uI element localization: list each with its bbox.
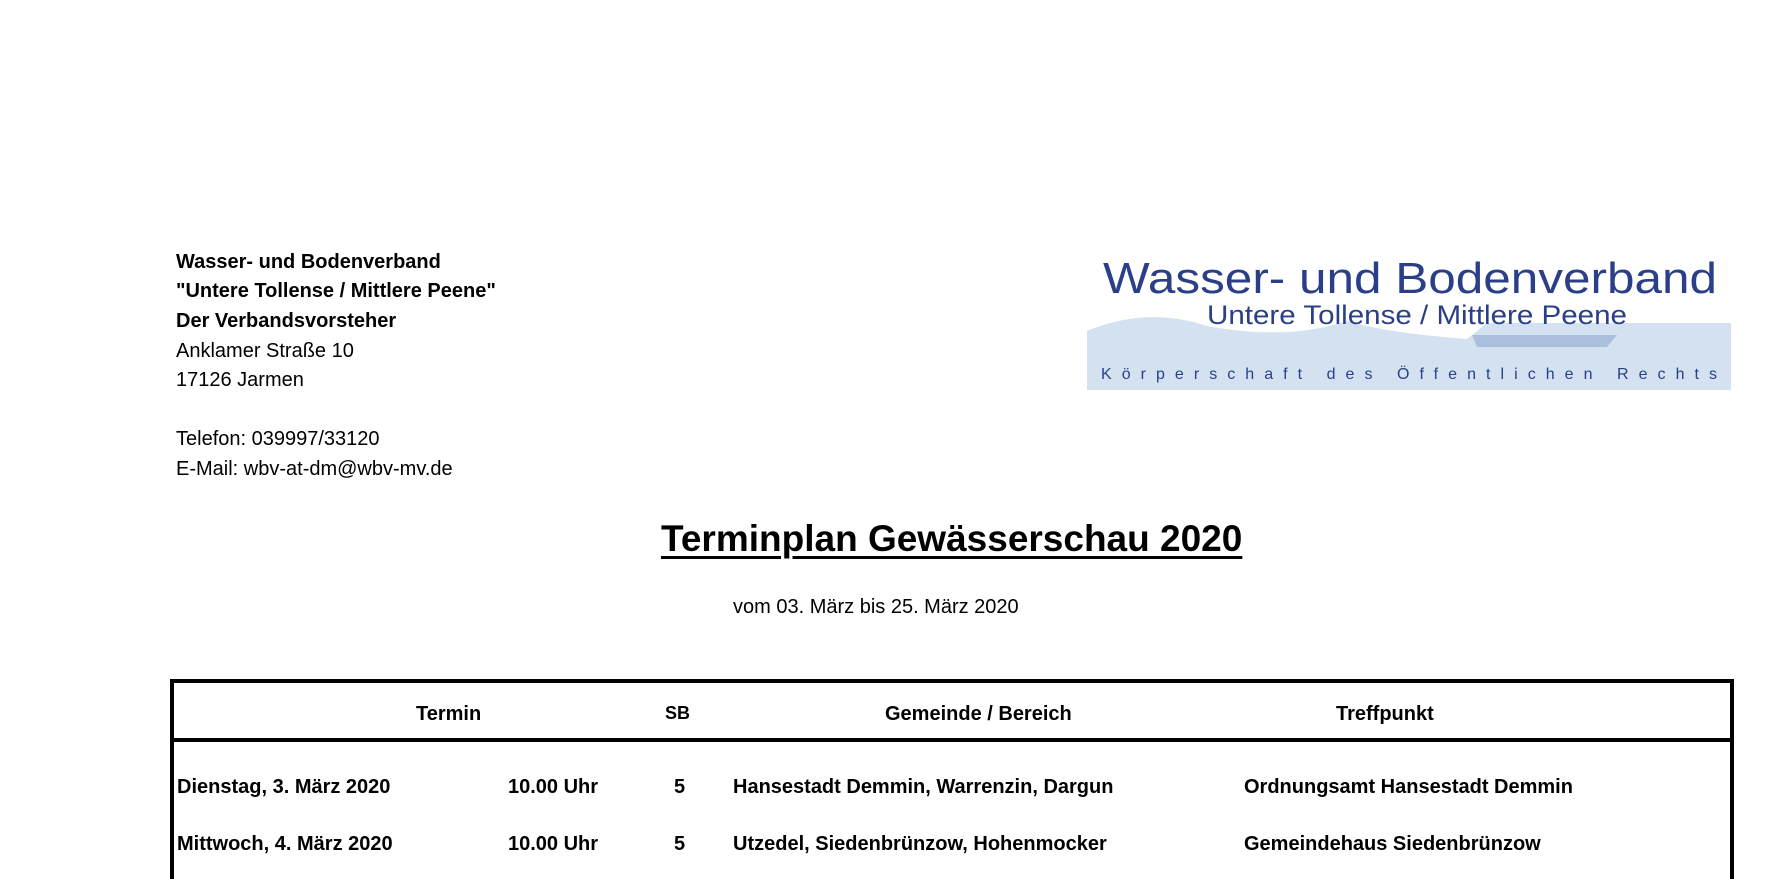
sender-phone: Telefon: 039997/33120 bbox=[176, 428, 380, 450]
row-gemeinde: Hansestadt Demmin, Warrenzin, Dargun bbox=[733, 776, 1114, 798]
schedule-table: Termin SB Gemeinde / Bereich Treffpunkt … bbox=[170, 679, 1734, 879]
sender-subname: "Untere Tollense / Mittlere Peene" bbox=[176, 280, 496, 302]
row-treffpunkt: Ordnungsamt Hansestadt Demmin bbox=[1244, 776, 1573, 798]
document-subtitle: vom 03. März bis 25. März 2020 bbox=[733, 596, 1019, 618]
row-sb: 5 bbox=[674, 833, 686, 855]
logo-tagline: Körperschaft des Öffentlichen Rechts bbox=[1101, 365, 1717, 383]
organization-logo: Wasser- und Bodenverband Untere Tollense… bbox=[1087, 254, 1731, 390]
sender-street: Anklamer Straße 10 bbox=[176, 340, 354, 362]
row-treffpunkt: Gemeindehaus Siedenbrünzow bbox=[1244, 833, 1541, 855]
sender-role: Der Verbandsvorsteher bbox=[176, 310, 397, 332]
sender-email: E-Mail: wbv-at-dm@wbv-mv.de bbox=[176, 458, 453, 480]
header-divider bbox=[174, 738, 1730, 742]
document-title: Terminplan Gewässerschau 2020 bbox=[661, 518, 1243, 559]
row-gemeinde: Utzedel, Siedenbrünzow, Hohenmocker bbox=[733, 833, 1107, 855]
header-termin: Termin bbox=[416, 703, 482, 725]
row-time: 10.00 Uhr bbox=[508, 776, 599, 798]
row-time: 10.00 Uhr bbox=[508, 833, 599, 855]
row-sb: 5 bbox=[674, 776, 686, 798]
header-sb: SB bbox=[665, 703, 691, 723]
logo-title: Wasser- und Bodenverband bbox=[1103, 254, 1717, 303]
row-date: Mittwoch, 4. März 2020 bbox=[177, 833, 393, 855]
header-gemeinde: Gemeinde / Bereich bbox=[885, 703, 1072, 725]
header-treffpunkt: Treffpunkt bbox=[1336, 703, 1434, 725]
sender-city: 17126 Jarmen bbox=[176, 369, 304, 391]
sender-name: Wasser- und Bodenverband bbox=[176, 251, 441, 273]
row-date: Dienstag, 3. März 2020 bbox=[177, 776, 391, 798]
logo-subtitle: Untere Tollense / Mittlere Peene bbox=[1207, 300, 1627, 330]
